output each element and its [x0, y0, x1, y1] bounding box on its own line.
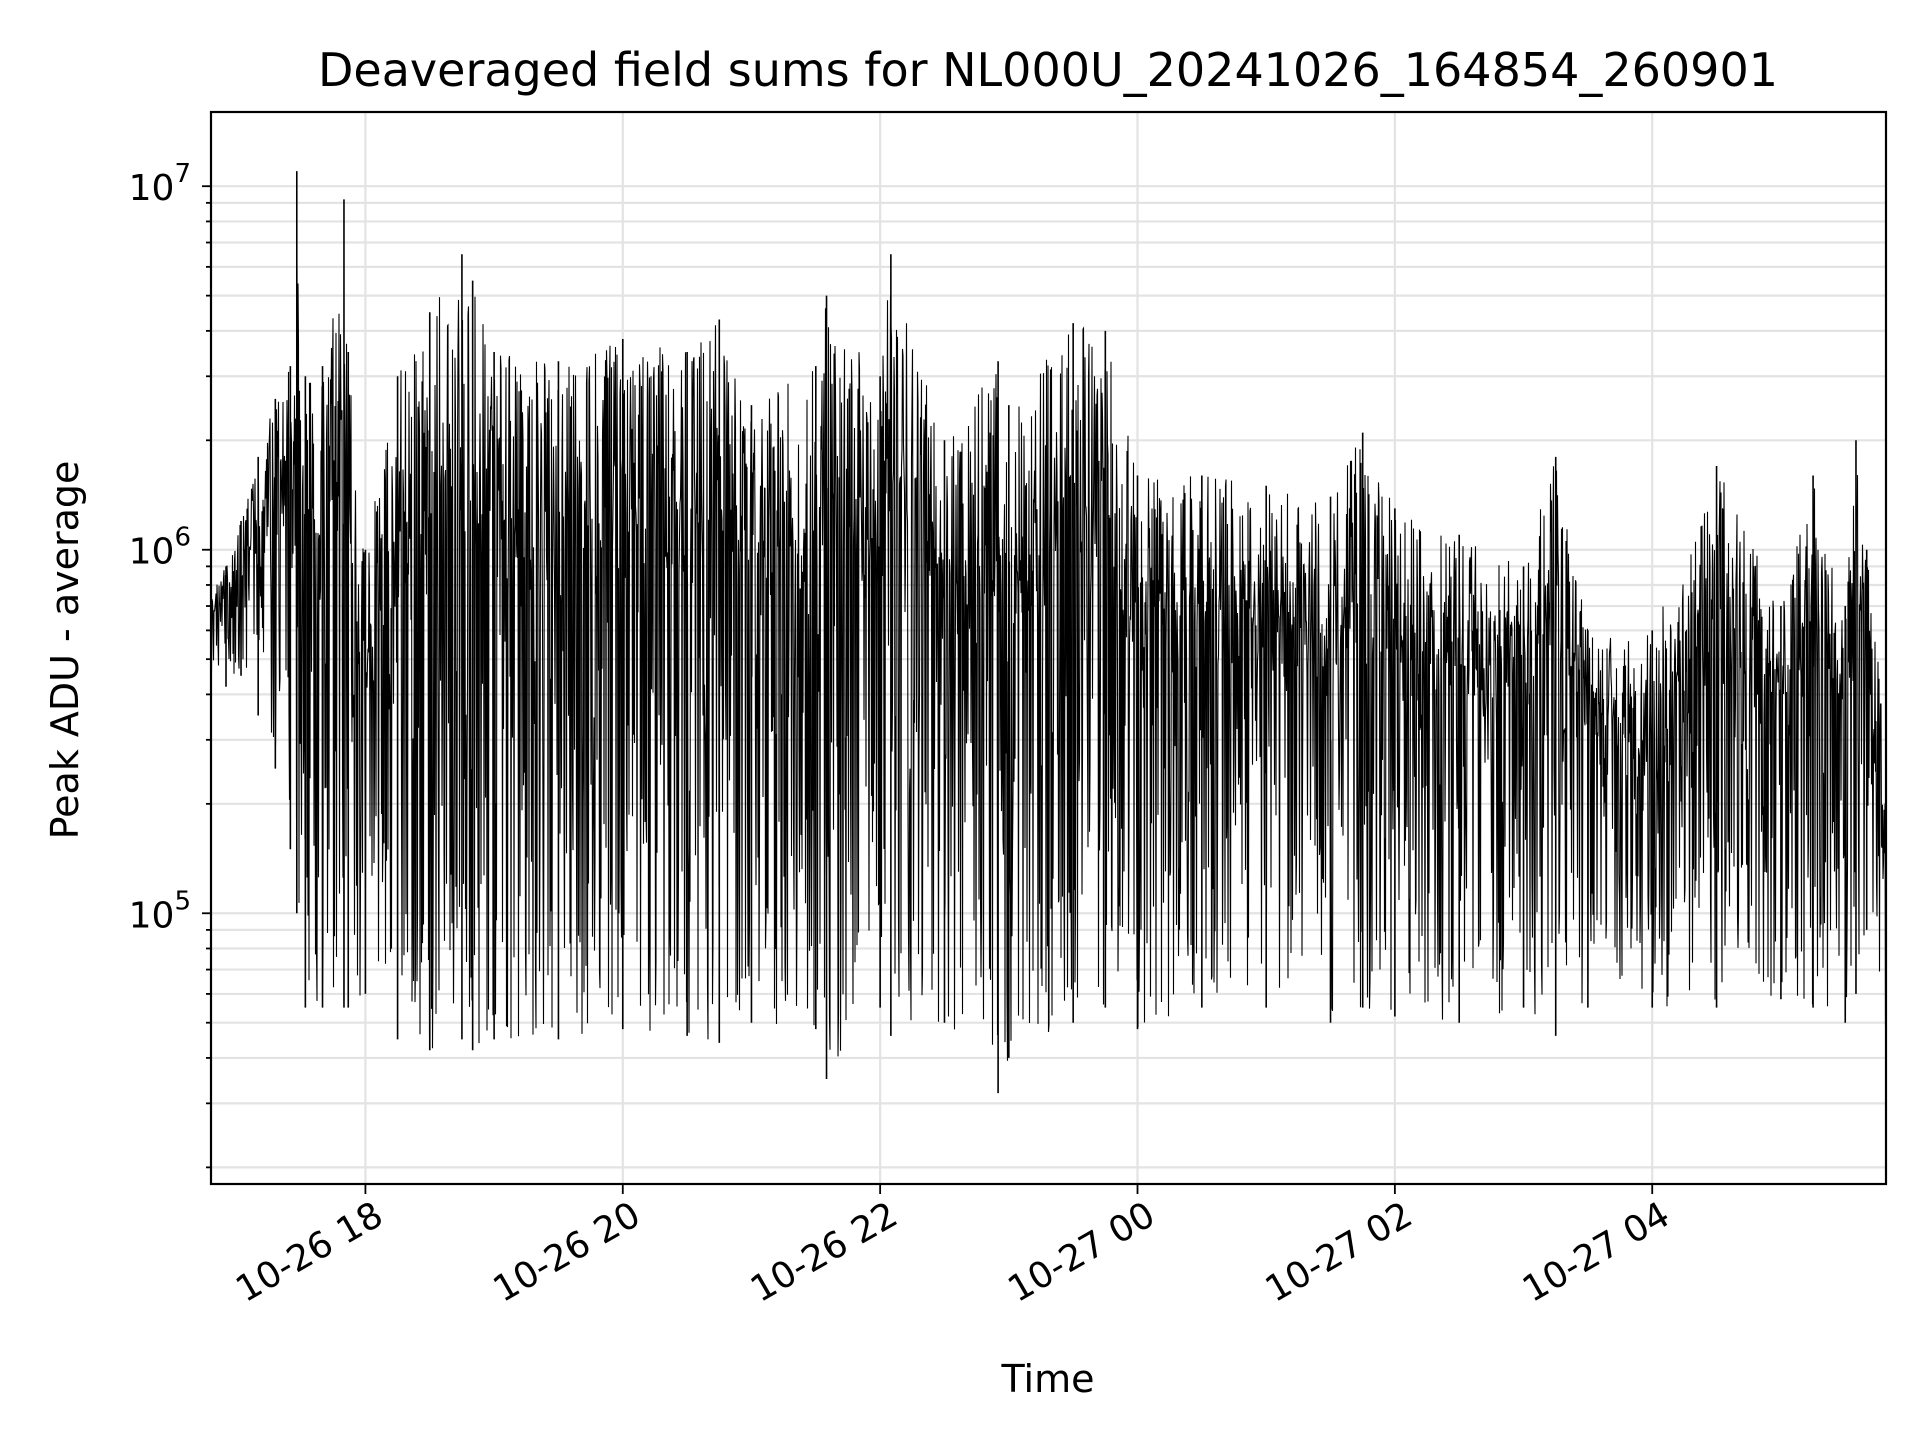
- plot-frame: [209, 110, 1888, 1186]
- y-tick-label: 107: [129, 159, 191, 209]
- chart-title: Deaveraged field sums for NL000U_2024102…: [318, 43, 1778, 97]
- y-tick-exponent: 5: [174, 886, 191, 916]
- y-tick-label: 106: [129, 523, 191, 573]
- data-series: [210, 171, 1887, 1094]
- y-tick-base: 10: [129, 895, 175, 936]
- series-line: [210, 267, 1887, 1061]
- y-tick-exponent: 6: [174, 523, 191, 553]
- y-tick-exponent: 7: [174, 159, 191, 189]
- y-tick-base: 10: [129, 168, 175, 209]
- y-tick-base: 10: [129, 532, 175, 573]
- x-axis-label: Time: [1001, 1357, 1095, 1401]
- y-axis-label: Peak ADU - average: [43, 461, 87, 840]
- y-tick-label: 105: [129, 886, 191, 936]
